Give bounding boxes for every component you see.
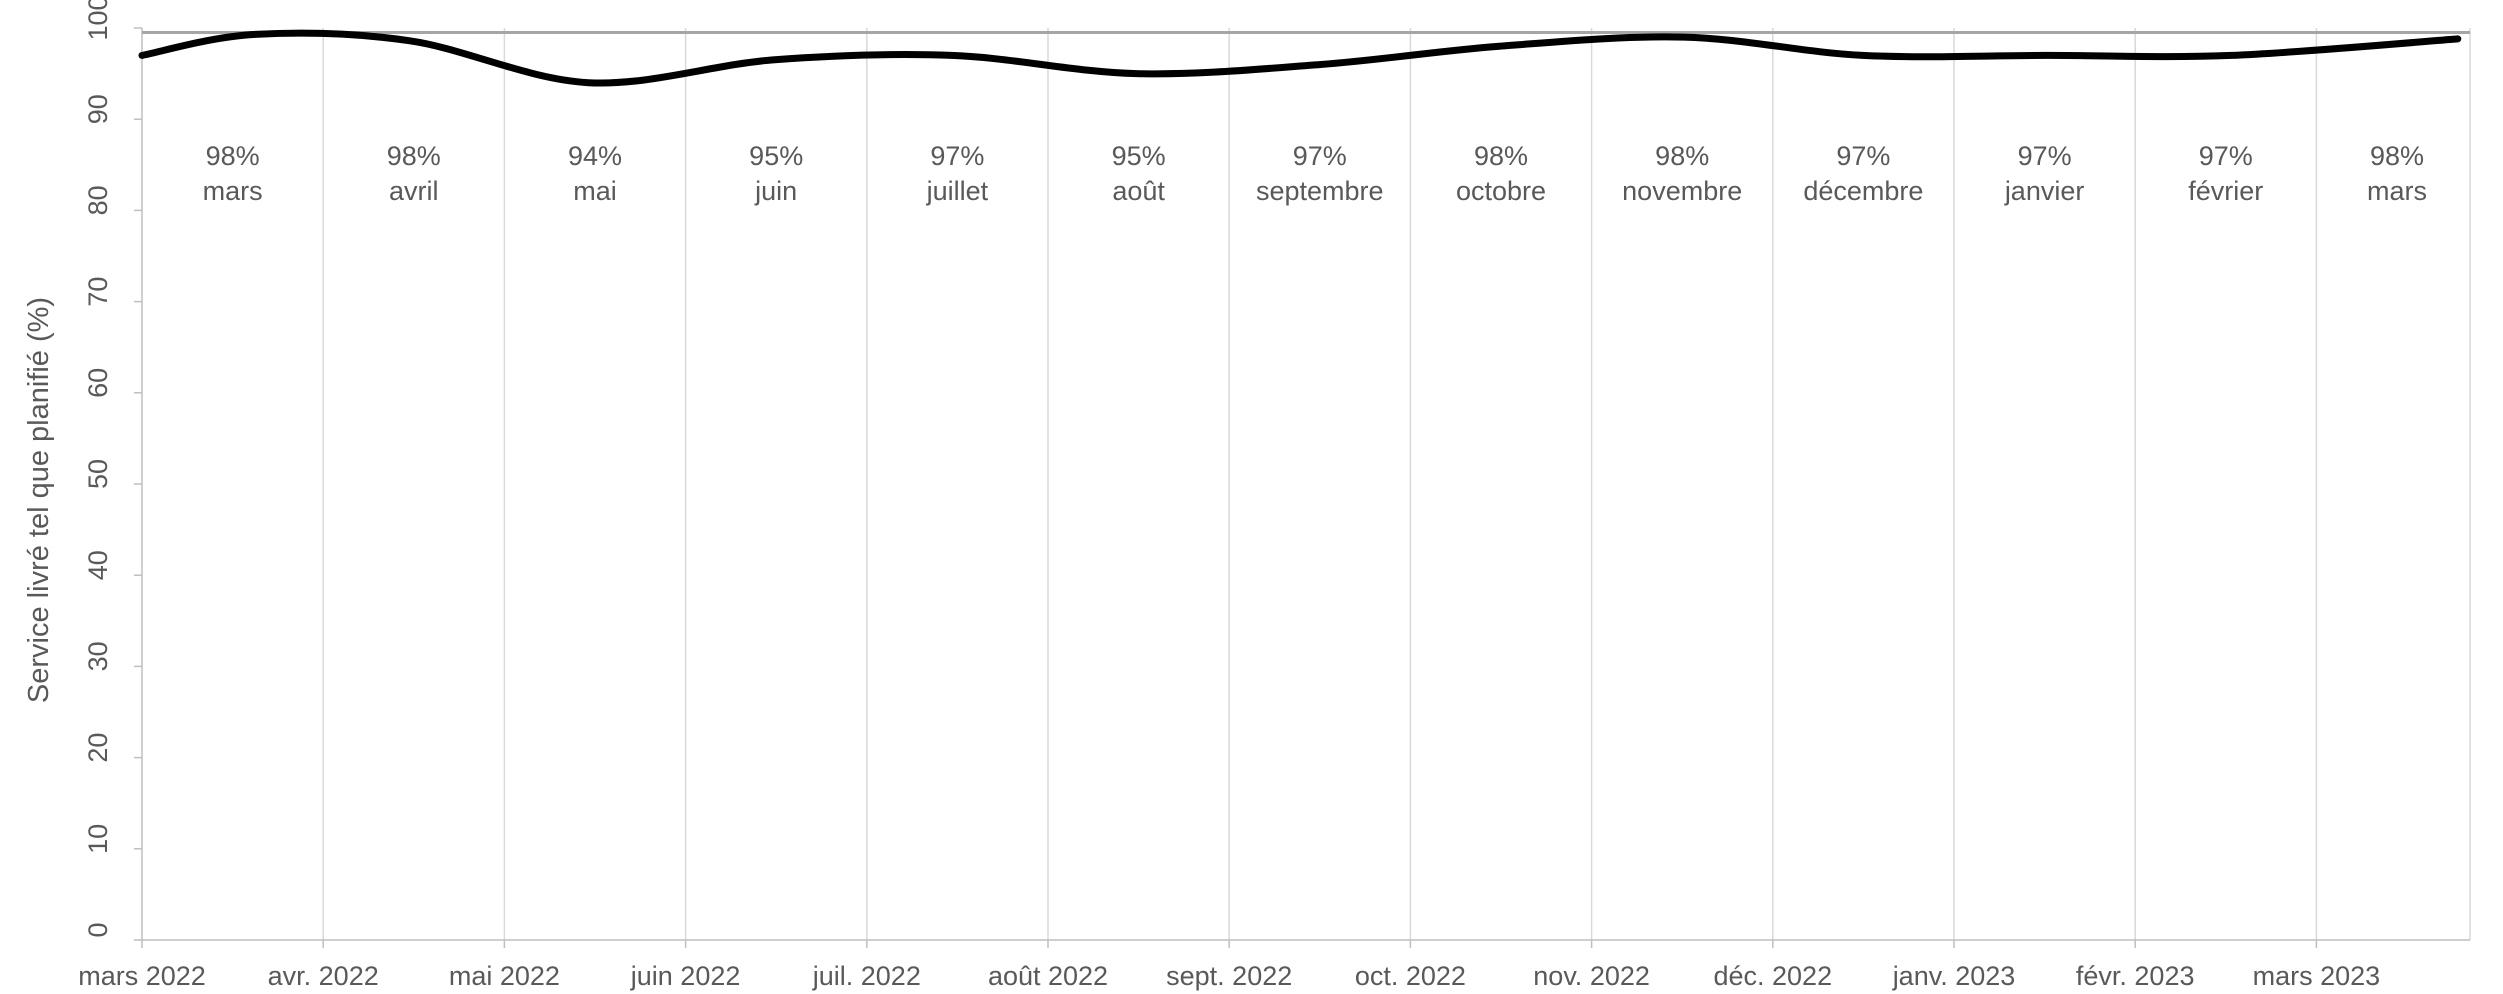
data-label-month: décembre bbox=[1803, 176, 1923, 206]
y-tick-label: 60 bbox=[83, 368, 113, 398]
data-label-month: octobre bbox=[1456, 176, 1546, 206]
data-labels: 98% mars 98% avril 94% mai 95% juin 97% juillet 95… bbox=[203, 141, 2427, 206]
x-tick-label: juil. 2022 bbox=[812, 961, 921, 991]
x-tick-label: nov. 2022 bbox=[1533, 961, 1650, 991]
y-tick-labels: 0 10 20 30 40 50 60 70 80 90 100 bbox=[83, 0, 113, 938]
axes bbox=[134, 27, 2470, 948]
data-label-month: septembre bbox=[1256, 176, 1384, 206]
x-tick-label: janv. 2023 bbox=[1892, 961, 2016, 991]
y-tick-label: 40 bbox=[83, 550, 113, 580]
y-tick-label: 20 bbox=[83, 733, 113, 763]
data-label-value: 98% bbox=[1655, 141, 1709, 171]
data-label-month: novembre bbox=[1622, 176, 1742, 206]
y-tick-label: 70 bbox=[83, 277, 113, 307]
x-tick-label: mai 2022 bbox=[449, 961, 560, 991]
x-tick-labels: mars 2022 avr. 2022 mai 2022 juin 2022 juil.… bbox=[78, 961, 2380, 991]
y-tick-label: 100 bbox=[83, 0, 113, 41]
data-label-value: 94% bbox=[568, 141, 622, 171]
y-tick-label: 80 bbox=[83, 185, 113, 215]
y-tick-label: 30 bbox=[83, 641, 113, 671]
data-label-value: 98% bbox=[2370, 141, 2424, 171]
y-tick-label: 0 bbox=[83, 922, 113, 937]
x-tick-label: sept. 2022 bbox=[1166, 961, 1292, 991]
x-tick-label: mars 2022 bbox=[78, 961, 206, 991]
x-tick-label: oct. 2022 bbox=[1355, 961, 1466, 991]
data-label-month: janvier bbox=[2004, 176, 2085, 206]
data-label-value: 97% bbox=[1836, 141, 1890, 171]
x-tick-label: févr. 2023 bbox=[2076, 961, 2195, 991]
data-label-value: 98% bbox=[206, 141, 260, 171]
data-label-month: juin bbox=[754, 176, 797, 206]
y-axis-title: Service livré tel que planifié (%) bbox=[23, 297, 55, 703]
data-label-value: 97% bbox=[2018, 141, 2072, 171]
data-label-value: 97% bbox=[2199, 141, 2253, 171]
data-label-month: mai bbox=[573, 176, 617, 206]
x-tick-label: juin 2022 bbox=[630, 961, 741, 991]
data-label-value: 98% bbox=[387, 141, 441, 171]
y-tick-label: 50 bbox=[83, 459, 113, 489]
data-label-value: 98% bbox=[1474, 141, 1528, 171]
grid-lines bbox=[322, 28, 2471, 940]
data-label-month: avril bbox=[389, 176, 439, 206]
data-label-value: 97% bbox=[1293, 141, 1347, 171]
data-label-month: juillet bbox=[926, 176, 989, 206]
y-tick-label: 10 bbox=[83, 824, 113, 854]
x-tick-label: mars 2023 bbox=[2253, 961, 2381, 991]
data-label-month: février bbox=[2188, 176, 2263, 206]
data-label-value: 97% bbox=[930, 141, 984, 171]
y-tick-label: 90 bbox=[83, 94, 113, 124]
series-line bbox=[138, 29, 2462, 87]
data-label-value: 95% bbox=[1112, 141, 1166, 171]
series-group bbox=[138, 29, 2462, 87]
data-label-month: mars bbox=[203, 176, 263, 206]
x-tick-label: août 2022 bbox=[988, 961, 1108, 991]
x-tick-label: avr. 2022 bbox=[268, 961, 379, 991]
data-label-month: août bbox=[1112, 176, 1165, 206]
x-tick-label: déc. 2022 bbox=[1713, 961, 1832, 991]
data-label-month: mars bbox=[2367, 176, 2427, 206]
data-label-value: 95% bbox=[749, 141, 803, 171]
